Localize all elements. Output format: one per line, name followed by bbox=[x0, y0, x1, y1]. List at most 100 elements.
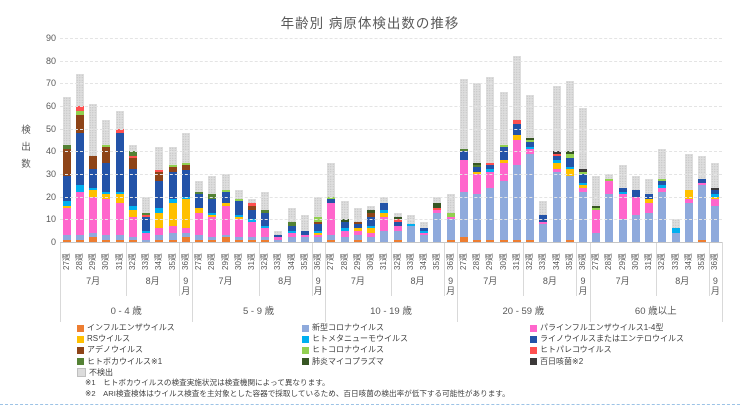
segment-mycoplasma bbox=[340, 219, 349, 222]
month-label-9月: 9月 bbox=[313, 276, 323, 296]
segment-rhino bbox=[181, 169, 190, 197]
segment-negative bbox=[473, 83, 482, 163]
segment-covid bbox=[181, 232, 190, 238]
segment-parainfluenza bbox=[75, 192, 84, 236]
week-label-28週: 28週 bbox=[339, 253, 349, 270]
segment-covid bbox=[221, 235, 230, 238]
segment-parainfluenza bbox=[446, 217, 455, 220]
segment-rhino bbox=[499, 146, 508, 161]
legend-label-parainfluenza: パラインフルエンザウイルス1-4型 bbox=[540, 323, 664, 332]
segment-adeno bbox=[247, 205, 256, 211]
segment-parainfluenza bbox=[195, 212, 204, 236]
week-label-36週: 36週 bbox=[445, 253, 455, 270]
bar-0 - 4 歳-36週 bbox=[181, 133, 190, 242]
segment-negative bbox=[168, 146, 177, 165]
segment-covid bbox=[208, 237, 217, 240]
age-group-separator bbox=[60, 242, 61, 322]
legend-item-boca: ヒトボカウイルス※1 bbox=[77, 357, 162, 367]
segment-parecho bbox=[486, 162, 495, 165]
bar-60 歳以上-35週 bbox=[698, 155, 707, 242]
segment-influenza bbox=[393, 239, 402, 242]
y-tick-50: 50 bbox=[45, 123, 56, 134]
segment-parainfluenza bbox=[420, 232, 429, 236]
segment-parainfluenza bbox=[340, 230, 349, 238]
segment-negative bbox=[526, 94, 535, 138]
mycoplasma-swatch bbox=[302, 358, 309, 366]
week-label-33週: 33週 bbox=[141, 253, 151, 270]
segment-rhino bbox=[486, 164, 495, 170]
segment-metapneumo bbox=[486, 169, 495, 172]
segment-negative bbox=[539, 201, 548, 215]
bar-20 - 59 歳-31週 bbox=[512, 56, 521, 242]
week-label-27週: 27週 bbox=[591, 253, 601, 270]
segment-adeno bbox=[102, 146, 111, 163]
segment-metapneumo bbox=[314, 230, 323, 233]
segment-hcov bbox=[102, 144, 111, 147]
segment-hcov bbox=[592, 208, 601, 211]
week-label-30週: 30週 bbox=[498, 253, 508, 270]
bar-60 歳以上-32週 bbox=[658, 149, 667, 242]
legend-item-mycoplasma: 肺炎マイコプラズマ bbox=[302, 357, 384, 367]
segment-influenza bbox=[565, 239, 574, 242]
legend-item-negative: 不検出 bbox=[77, 368, 113, 378]
bar-10 - 19 歳-35週 bbox=[433, 196, 442, 242]
bar-5 - 9 歳-29週 bbox=[221, 174, 230, 242]
segment-rhino bbox=[168, 171, 177, 199]
segment-parainfluenza bbox=[433, 210, 442, 213]
segment-covid bbox=[234, 237, 243, 240]
segment-parainfluenza bbox=[380, 217, 389, 231]
rhino-swatch bbox=[530, 335, 537, 343]
y-axis-title: 検出数 bbox=[21, 125, 31, 170]
month-label-8月: 8月 bbox=[675, 276, 690, 286]
segment-parainfluenza bbox=[605, 180, 614, 195]
x-axis-line bbox=[60, 242, 722, 243]
gridline-30 bbox=[60, 174, 722, 175]
segment-rhino bbox=[89, 169, 98, 188]
segment-mycoplasma bbox=[473, 162, 482, 165]
legend-item-parainfluenza: パラインフルエンザウイルス1-4型 bbox=[530, 323, 663, 333]
month-label-8月: 8月 bbox=[145, 276, 160, 286]
segment-rs bbox=[645, 198, 654, 204]
week-label-27週: 27週 bbox=[458, 253, 468, 270]
plot-area bbox=[60, 38, 722, 242]
age-group-label: 0 - 4 歳 bbox=[110, 306, 142, 317]
bar-0 - 4 歳-35週 bbox=[168, 146, 177, 242]
segment-parainfluenza bbox=[552, 169, 561, 172]
segment-covid bbox=[393, 230, 402, 240]
segment-covid bbox=[353, 235, 362, 240]
segment-influenza bbox=[115, 239, 124, 242]
y-tick-10: 10 bbox=[45, 214, 56, 225]
parecho-swatch bbox=[530, 346, 537, 354]
segment-hcov bbox=[168, 164, 177, 168]
segment-negative bbox=[142, 196, 151, 213]
segment-covid bbox=[62, 235, 71, 240]
segment-rhino bbox=[565, 158, 574, 168]
segment-negative bbox=[512, 56, 521, 120]
segment-covid bbox=[565, 176, 574, 240]
month-separator bbox=[311, 242, 313, 296]
week-label-32週: 32週 bbox=[127, 253, 137, 270]
segment-adeno bbox=[367, 212, 376, 218]
segment-rs bbox=[552, 162, 561, 170]
bar-60 歳以上-28週 bbox=[605, 174, 614, 242]
footnote-1: ※1 ヒトボカウイルスの検査実施状況は検査機関によって異なります。 bbox=[85, 378, 330, 387]
segment-rhino bbox=[327, 198, 336, 204]
segment-rs bbox=[380, 212, 389, 218]
week-label-34週: 34週 bbox=[419, 253, 429, 270]
age-group-separator bbox=[722, 242, 723, 322]
segment-metapneumo bbox=[406, 223, 415, 227]
segment-boca bbox=[287, 221, 296, 227]
week-label-27週: 27週 bbox=[326, 253, 336, 270]
segment-negative bbox=[499, 92, 508, 145]
week-label-35週: 35週 bbox=[432, 253, 442, 270]
segment-influenza bbox=[473, 239, 482, 242]
segment-rhino bbox=[526, 142, 535, 147]
legend-item-rhino: ライノウイルスまたはエンテロウイルス bbox=[530, 334, 684, 344]
segment-rhino bbox=[618, 187, 627, 193]
segment-parecho bbox=[128, 155, 137, 159]
influenza-swatch bbox=[77, 324, 84, 332]
segment-covid bbox=[102, 235, 111, 240]
segment-rhino bbox=[247, 210, 256, 220]
segment-parainfluenza bbox=[499, 162, 508, 181]
segment-rhino bbox=[142, 217, 151, 231]
